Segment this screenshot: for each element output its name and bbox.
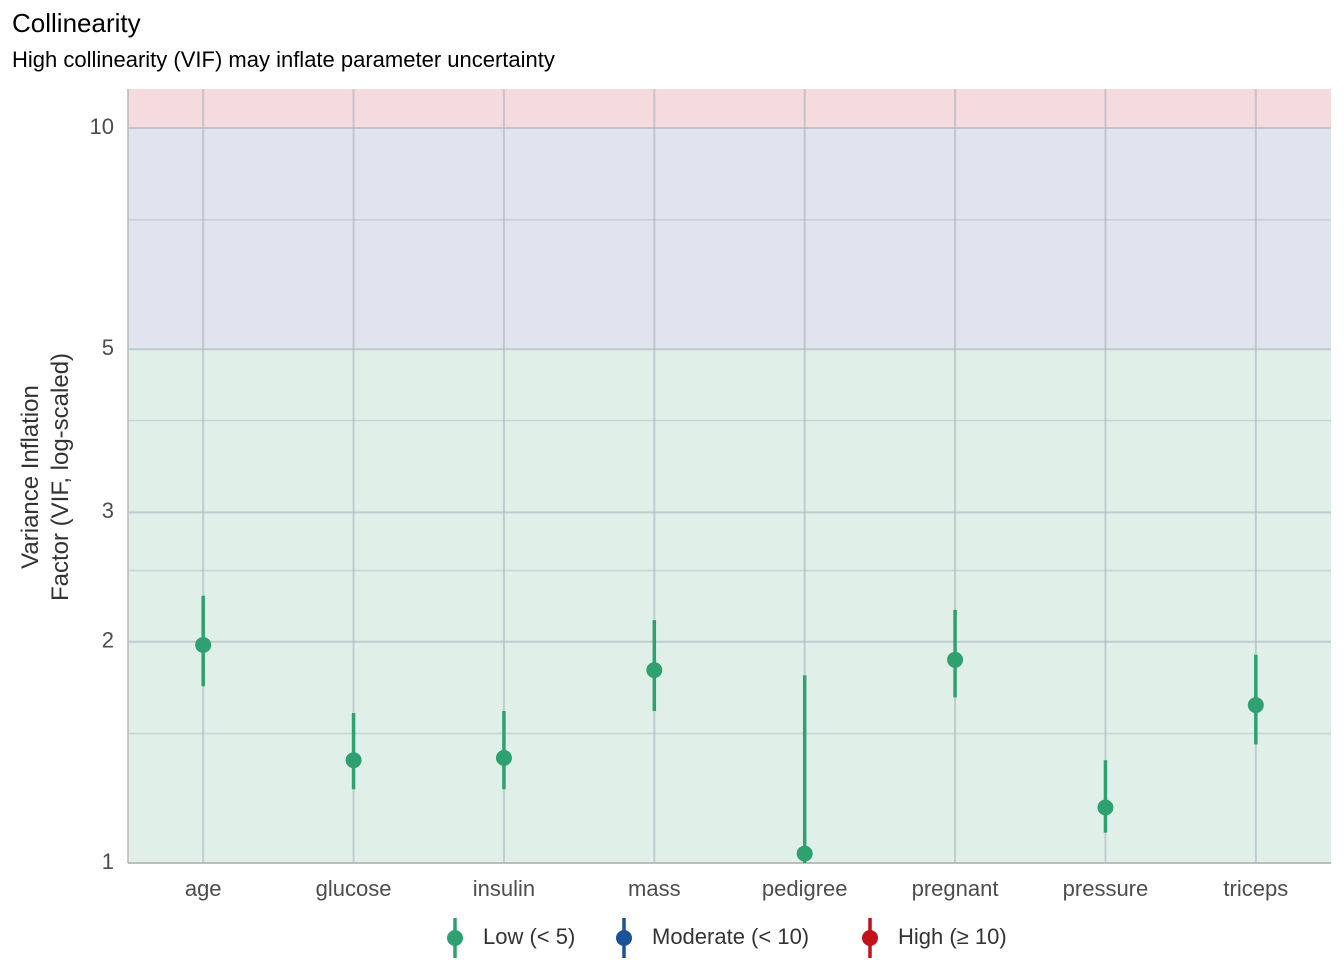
axes: 1 2 3 5 10 age glucose insulin mass pedigree pregn… bbox=[90, 89, 1331, 901]
chart-title: Collinearity bbox=[12, 8, 141, 38]
vif-point bbox=[345, 752, 362, 769]
vif-point bbox=[195, 636, 212, 653]
vif-point bbox=[646, 662, 663, 679]
band-moderate bbox=[128, 128, 1331, 350]
y-tick-label: 10 bbox=[90, 114, 114, 139]
x-tick-label: insulin bbox=[473, 876, 535, 901]
legend-key-point bbox=[862, 930, 878, 946]
legend: Low (< 5) Moderate (< 10) High (≥ 10) bbox=[447, 918, 1007, 958]
x-tick-label: glucose bbox=[316, 876, 392, 901]
band-low bbox=[128, 349, 1331, 863]
legend-label: Moderate (< 10) bbox=[652, 924, 809, 949]
vif-bands bbox=[128, 89, 1331, 863]
y-axis-label-line-2: Factor (VIF, log-scaled) bbox=[47, 353, 74, 601]
legend-key-point bbox=[447, 930, 463, 946]
x-tick-label: triceps bbox=[1223, 876, 1288, 901]
x-tick-label: pregnant bbox=[912, 876, 999, 901]
vif-point bbox=[947, 651, 964, 668]
vif-point bbox=[1247, 697, 1264, 714]
legend-label: Low (< 5) bbox=[483, 924, 575, 949]
band-high bbox=[128, 89, 1331, 129]
x-tick-label: pressure bbox=[1063, 876, 1149, 901]
data-marks bbox=[195, 595, 1264, 863]
legend-key-point bbox=[616, 930, 632, 946]
y-tick-label: 5 bbox=[102, 335, 114, 360]
y-axis-label: Variance Inflation Factor (VIF, log-scal… bbox=[17, 353, 74, 601]
y-tick-label: 3 bbox=[102, 498, 114, 523]
legend-label: High (≥ 10) bbox=[898, 924, 1007, 949]
x-tick-label: mass bbox=[628, 876, 681, 901]
x-tick-label: age bbox=[185, 876, 222, 901]
vif-point bbox=[796, 845, 813, 862]
y-axis-label-line-1: Variance Inflation bbox=[17, 385, 44, 569]
chart-subtitle: High collinearity (VIF) may inflate para… bbox=[12, 47, 555, 72]
y-tick-label: 2 bbox=[102, 628, 114, 653]
x-tick-label: pedigree bbox=[762, 876, 848, 901]
vif-point bbox=[1097, 799, 1114, 816]
y-tick-label: 1 bbox=[102, 849, 114, 874]
vif-point bbox=[495, 749, 512, 766]
